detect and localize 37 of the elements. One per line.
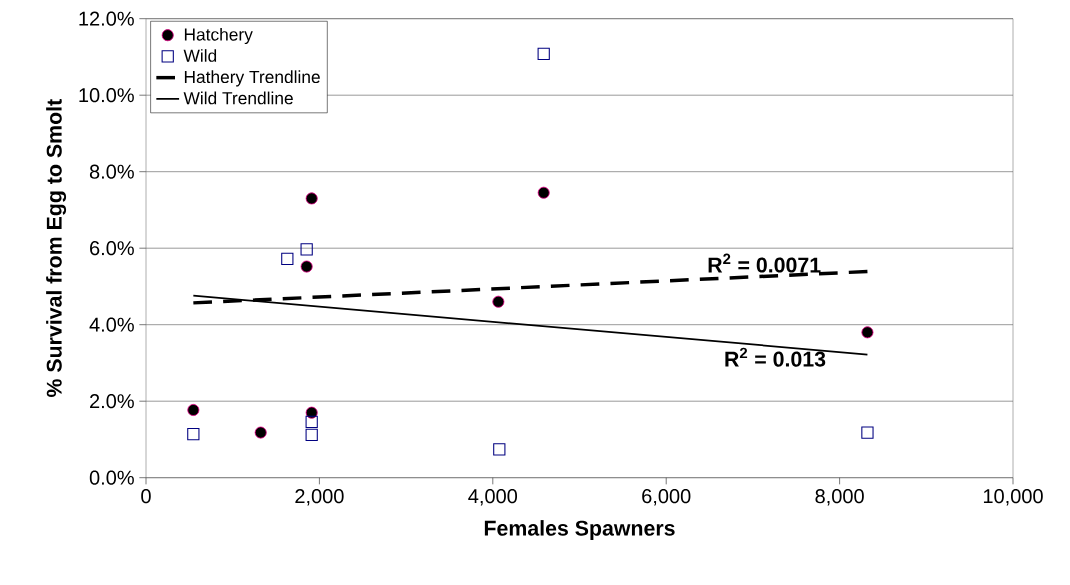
x-tick-label: 0 [141, 489, 151, 504]
legend-label: Wild [183, 49, 217, 62]
point [305, 192, 318, 205]
y-tick-label: 4.0% [89, 317, 134, 332]
x-tick-label: 8,000 [815, 489, 864, 506]
legend-label: Wild Trendline [183, 91, 293, 105]
point [281, 252, 294, 266]
point [187, 427, 200, 441]
y-tick-label: 8.0% [89, 164, 134, 179]
y-axis-title: % Survival from Egg to Smolt [46, 99, 67, 398]
point [305, 406, 318, 419]
legend-label: Hatchery [184, 27, 253, 45]
y-tick-label: 12.0% [79, 11, 134, 26]
point [305, 428, 318, 441]
point [861, 426, 874, 439]
y-tick-label: 10.0% [79, 88, 134, 103]
y-tick-label: 0.0% [89, 470, 134, 485]
point [493, 443, 506, 456]
x-tick-label: 2,000 [295, 489, 344, 506]
point [305, 415, 318, 428]
point [187, 403, 200, 416]
point [254, 426, 267, 439]
y-tick-label: 6.0% [90, 241, 134, 256]
annotation: R$^{2}$ = 0.0071 [708, 253, 821, 273]
x-tick-label: 10,000 [983, 489, 1043, 506]
point [492, 295, 505, 308]
point [300, 243, 313, 256]
point [300, 260, 313, 273]
x-tick-label: 6,000 [642, 489, 691, 506]
point [861, 326, 874, 339]
legend-label: Hathery Trendline [184, 70, 320, 87]
point [537, 186, 550, 199]
point [537, 47, 550, 61]
y-tick-label: 2.0% [90, 394, 134, 409]
annotation: R$^{2}$ = 0.013 [725, 347, 826, 367]
x-axis-title: Females Spawners [484, 520, 675, 540]
x-tick-label: 4,000 [468, 489, 518, 506]
